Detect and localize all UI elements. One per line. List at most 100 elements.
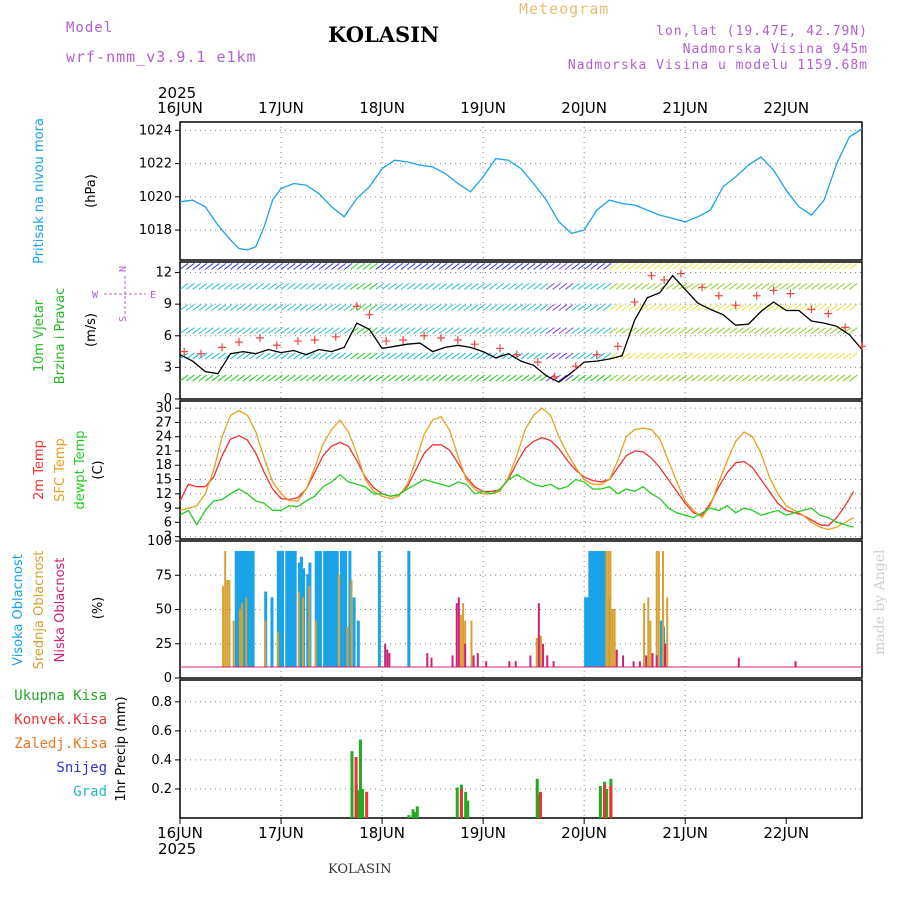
wind-barb <box>331 282 340 290</box>
wind-barb <box>710 327 719 335</box>
wind-barb <box>520 282 530 290</box>
wind-barb <box>470 282 479 290</box>
cloud-bar <box>308 585 311 667</box>
wind-barb <box>217 352 227 360</box>
wind-barb <box>495 262 505 270</box>
wind-barb <box>407 304 416 311</box>
date-label-bottom: 22JUN <box>763 824 809 842</box>
wind-barb <box>369 374 378 382</box>
wind-axis-label-2: Brzina i Pravac <box>53 288 68 385</box>
wind-barb <box>337 282 347 290</box>
wind-barb <box>792 327 801 335</box>
wind-barb <box>463 282 473 290</box>
wind-barb <box>716 262 726 270</box>
wind-barb <box>571 282 580 290</box>
y-tick-label: 3 <box>164 360 172 375</box>
wind-barb <box>729 352 738 360</box>
wind-barb <box>552 304 561 311</box>
wind-barb <box>533 327 542 335</box>
wind-barb <box>476 282 486 290</box>
wind-barb <box>558 262 568 270</box>
wind-barb <box>533 282 542 290</box>
y-tick-label: 1018 <box>139 223 172 238</box>
cloud-bar <box>462 603 465 667</box>
cloud-bar <box>464 643 467 667</box>
wind-barb <box>634 304 643 311</box>
wind-barb <box>741 374 751 382</box>
wind-barb <box>754 352 763 360</box>
wind-barb <box>748 262 757 270</box>
precip-bar <box>356 790 360 818</box>
y-tick-label: 50 <box>155 603 172 618</box>
cloud-bar <box>335 551 339 667</box>
wind-barb <box>438 282 448 290</box>
wind-barb <box>748 282 757 290</box>
wind-barb <box>413 262 422 270</box>
wind-barb <box>779 282 789 290</box>
wind-barb <box>293 262 302 270</box>
wind-barb <box>501 327 511 335</box>
wind-barb <box>482 304 492 311</box>
wind-barb <box>748 352 757 360</box>
wind-barb <box>457 327 467 335</box>
wind-barb <box>242 374 252 382</box>
wind-barb <box>489 327 498 335</box>
wind-barb <box>836 282 846 290</box>
wind-barb <box>356 327 366 335</box>
cloud-bar <box>222 585 225 667</box>
wind-barb <box>590 262 599 270</box>
wind-barb <box>571 352 580 360</box>
wind-barb <box>356 304 366 311</box>
wind-barb <box>236 352 246 360</box>
wind-barb <box>672 282 681 290</box>
wind-barb <box>331 327 340 335</box>
wind-barb <box>470 352 479 360</box>
wind-barb <box>255 282 265 290</box>
wind-barb <box>785 374 795 382</box>
wind-barb <box>527 262 536 270</box>
cloud-bar <box>426 653 429 667</box>
wind-barb <box>204 282 214 290</box>
wind-barb <box>823 352 833 360</box>
wind-barb <box>545 327 555 335</box>
cloud-bar <box>278 551 282 667</box>
wind-barb <box>451 282 460 290</box>
wind-gust-marker <box>752 291 761 300</box>
wind-barb <box>463 262 473 270</box>
cloud-bar <box>615 649 618 667</box>
wind-barb <box>255 304 265 311</box>
wind-gust-marker <box>365 310 374 319</box>
date-label-top: 22JUN <box>763 99 809 117</box>
wind-barb <box>615 327 625 335</box>
wind-barb <box>640 374 650 382</box>
cloud-bar <box>377 551 381 667</box>
model-elevation-label: Nadmorska Visina u modelu 1159.68m <box>567 58 868 73</box>
cloud-bar <box>337 574 340 667</box>
wind-barb <box>628 352 637 360</box>
wind-barb <box>520 327 530 335</box>
cloud-bar <box>333 551 337 667</box>
wind-barb <box>514 327 523 335</box>
wind-barb <box>413 352 422 360</box>
precip-bar <box>605 788 609 818</box>
compass-e-label: E <box>150 290 156 301</box>
date-label-top: 20JUN <box>561 99 607 117</box>
cloud-bar <box>647 597 650 667</box>
wind-barb <box>684 282 694 290</box>
wind-barb <box>457 374 467 382</box>
wind-barb <box>684 327 694 335</box>
cloud-bar <box>344 551 348 667</box>
wind-barb <box>514 282 523 290</box>
wind-barb <box>198 352 208 360</box>
wind-barb <box>659 304 669 311</box>
wind-barb <box>274 282 284 290</box>
wind-barb <box>533 374 542 382</box>
wind-barb <box>564 352 574 360</box>
wind-barb <box>211 282 220 290</box>
cloud-bar <box>348 551 352 667</box>
wind-barb <box>691 327 700 335</box>
wind-barb <box>482 262 492 270</box>
wind-barb <box>760 327 770 335</box>
wind-barb <box>539 282 549 290</box>
wind-barb <box>665 262 675 270</box>
